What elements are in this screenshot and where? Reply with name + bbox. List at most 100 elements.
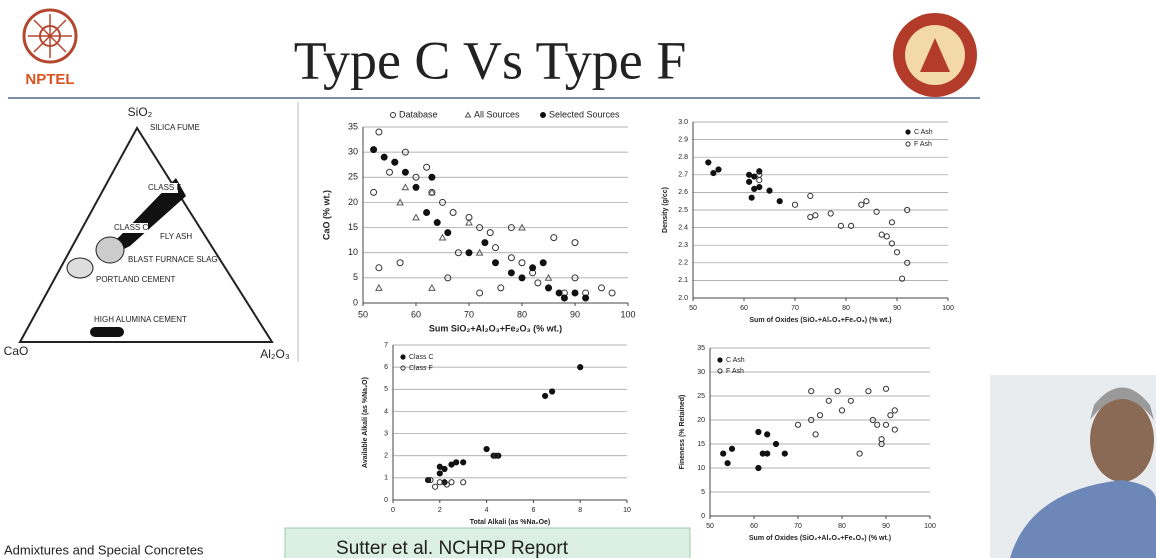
point (888, 219, 896, 226)
point (375, 128, 383, 136)
point (427, 476, 434, 484)
point (386, 168, 393, 176)
region-label: CLASS F (148, 183, 181, 192)
legend-marker (717, 357, 723, 363)
point (582, 294, 590, 302)
y-tick-label: 35 (697, 345, 705, 352)
apex-label: SiO₂ (128, 105, 153, 119)
region-label: SILICA FUME (150, 123, 200, 132)
y-tick-label: 2.7 (678, 172, 688, 179)
point (873, 208, 880, 215)
point (449, 208, 457, 216)
point (375, 283, 383, 291)
point (492, 452, 500, 459)
point (412, 183, 420, 191)
point (534, 279, 542, 287)
point (444, 229, 452, 237)
point (812, 431, 819, 438)
x-tick-label: 80 (842, 305, 850, 312)
point (507, 224, 515, 232)
y-tick-label: 10 (348, 247, 358, 257)
point (883, 233, 890, 240)
point (865, 388, 872, 395)
point (542, 392, 549, 400)
point (476, 289, 484, 297)
point (577, 364, 584, 371)
x-tick-label: 80 (838, 523, 846, 530)
y-axis-label: Fineness (% Retained) (679, 395, 686, 470)
y-axis-label: Available Alkali (as %Na₂O) (362, 377, 369, 468)
point (764, 431, 771, 438)
point (545, 284, 552, 292)
point (710, 169, 717, 177)
point (423, 208, 431, 216)
region-label: PORTLAND CEMENT (96, 275, 176, 284)
x-tick-label: 100 (924, 523, 936, 530)
x-tick-label: 70 (791, 305, 799, 312)
point (571, 289, 579, 297)
x-tick-label: 10 (623, 507, 631, 514)
y-tick-label: 2.9 (678, 136, 688, 143)
x-tick-label: 80 (517, 309, 527, 319)
point (529, 264, 537, 272)
point (776, 198, 783, 205)
point (746, 178, 753, 185)
point (705, 159, 712, 166)
y-axis-label: Density (g/cc) (662, 187, 669, 233)
point (460, 479, 467, 486)
point (444, 274, 452, 282)
point (755, 464, 762, 472)
y-tick-label: 10 (697, 465, 705, 472)
x-tick-label: 8 (578, 507, 582, 514)
point (380, 153, 388, 161)
region-label: FLY ASH (160, 232, 192, 241)
y-tick-label: 2.2 (678, 260, 688, 267)
point (746, 171, 753, 178)
legend-marker (390, 112, 396, 118)
point (544, 273, 553, 281)
point (882, 421, 890, 428)
legend-marker (905, 129, 911, 135)
y-tick-label: 15 (348, 222, 358, 232)
point (571, 239, 579, 247)
x-tick-label: 90 (893, 305, 901, 312)
x-axis-label: Sum of Oxides (SiO₂+Al₂O₃+Fe₂O₃) (% wt.) (749, 535, 891, 542)
point (507, 269, 515, 277)
point (436, 470, 443, 477)
legend-label: Selected Sources (549, 109, 620, 119)
point (438, 233, 447, 241)
legend-label: F Ash (726, 368, 744, 375)
legend-marker (905, 141, 911, 147)
point (869, 416, 876, 424)
ternary-diagram: SiO₂ CaO Al₂O₃ SILICA FUME CLASS F CLASS… (4, 105, 290, 361)
legend-label: Class F (409, 365, 433, 372)
y-tick-label: 0 (384, 497, 388, 504)
point (756, 184, 763, 191)
point (401, 183, 410, 191)
y-tick-label: 0 (701, 513, 705, 520)
point (549, 388, 556, 395)
point (848, 222, 855, 229)
x-tick-label: 100 (942, 305, 954, 312)
point (720, 450, 727, 457)
y-tick-label: 35 (348, 121, 358, 131)
point (899, 275, 906, 282)
point (838, 407, 846, 414)
point (370, 188, 378, 196)
y-tick-label: 2 (384, 453, 388, 460)
point (808, 416, 815, 424)
point (432, 483, 439, 490)
point (428, 173, 436, 181)
point (766, 187, 773, 194)
y-tick-label: 3 (384, 430, 388, 437)
source: Sutter et al. NCHRP Report (336, 538, 569, 558)
x-axis-label: Sum of Oxides (SiO₂+Al₂O₃+Fe₂O₃) (% wt.) (749, 317, 891, 324)
y-tick-label: 25 (348, 172, 358, 182)
point (428, 188, 436, 196)
y-tick-label: 2.4 (678, 224, 688, 231)
point (858, 201, 865, 208)
x-tick-label: 50 (689, 305, 697, 312)
y-tick-label: 6 (384, 364, 388, 371)
point (391, 158, 399, 166)
y-tick-label: 25 (697, 393, 705, 400)
